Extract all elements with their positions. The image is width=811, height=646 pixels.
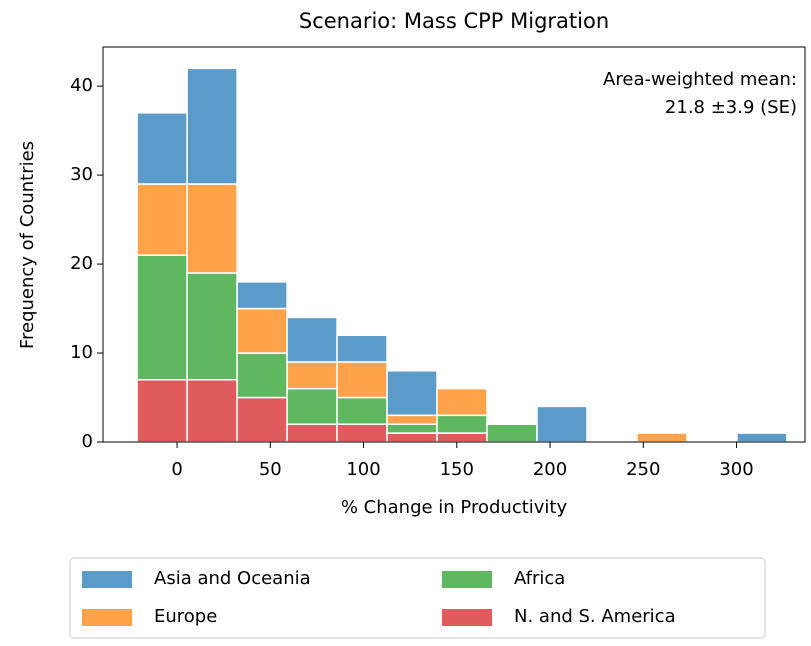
bar-segment bbox=[236, 281, 288, 310]
bar-segment bbox=[336, 423, 388, 443]
legend-swatch bbox=[82, 609, 132, 626]
x-tick-label: 150 bbox=[440, 459, 474, 480]
bar-segment bbox=[336, 334, 388, 363]
bar-segment bbox=[136, 112, 188, 185]
x-tick-label: 300 bbox=[719, 459, 753, 480]
x-tick-label: 200 bbox=[533, 459, 567, 480]
bar-segment bbox=[136, 183, 188, 256]
bar-segment bbox=[386, 432, 438, 443]
bar-segment bbox=[286, 387, 338, 425]
y-tick-label: 40 bbox=[70, 75, 93, 96]
annotation: 21.8 ±3.9 (SE) bbox=[665, 97, 797, 118]
bar-segment bbox=[436, 414, 488, 434]
bar-segment bbox=[486, 423, 538, 443]
legend-swatch bbox=[82, 571, 132, 588]
x-tick-label: 0 bbox=[171, 459, 182, 480]
x-tick-label: 250 bbox=[626, 459, 660, 480]
bar-segment bbox=[186, 67, 238, 185]
legend-box bbox=[69, 557, 766, 639]
legend-label: Africa bbox=[514, 568, 565, 589]
bar-segment bbox=[186, 183, 238, 274]
bar-segment bbox=[286, 423, 338, 443]
bar-segment bbox=[636, 432, 688, 443]
bar-segment bbox=[136, 254, 188, 381]
bar-segment bbox=[336, 361, 388, 399]
bar-segment bbox=[236, 307, 288, 354]
chart-title: Scenario: Mass CPP Migration bbox=[299, 9, 609, 33]
bar-segment bbox=[236, 352, 288, 399]
legend-label: Asia and Oceania bbox=[154, 568, 311, 589]
bar-segment bbox=[186, 272, 238, 381]
bar-segment bbox=[286, 361, 338, 390]
plot-frame bbox=[102, 46, 806, 443]
bar-segment bbox=[236, 396, 288, 443]
legend-label: N. and S. America bbox=[514, 606, 676, 627]
annotation: Area-weighted mean: bbox=[603, 69, 797, 90]
x-tick-label: 50 bbox=[259, 459, 282, 480]
bar-segment bbox=[536, 405, 588, 443]
x-axis-label: % Change in Productivity bbox=[341, 497, 568, 518]
bar-segment bbox=[436, 432, 488, 443]
legend-label: Europe bbox=[154, 606, 217, 627]
bar-segment bbox=[336, 396, 388, 425]
legend-swatch bbox=[442, 609, 492, 626]
y-tick-label: 20 bbox=[70, 253, 93, 274]
bar-segment bbox=[436, 387, 488, 417]
y-tick-label: 0 bbox=[82, 431, 93, 452]
bar-segment bbox=[386, 414, 438, 425]
y-axis-label: Frequency of Countries bbox=[17, 141, 38, 349]
x-tick-label: 100 bbox=[346, 459, 380, 480]
bar-segment bbox=[386, 370, 438, 417]
bar-segment bbox=[386, 423, 438, 434]
bar-segment bbox=[136, 378, 188, 443]
legend-swatch bbox=[442, 571, 492, 588]
bar-segment bbox=[736, 432, 788, 443]
bar-segment bbox=[286, 316, 338, 363]
y-tick-label: 30 bbox=[70, 164, 93, 185]
bar-segment bbox=[186, 378, 238, 443]
y-tick-label: 10 bbox=[70, 342, 93, 363]
